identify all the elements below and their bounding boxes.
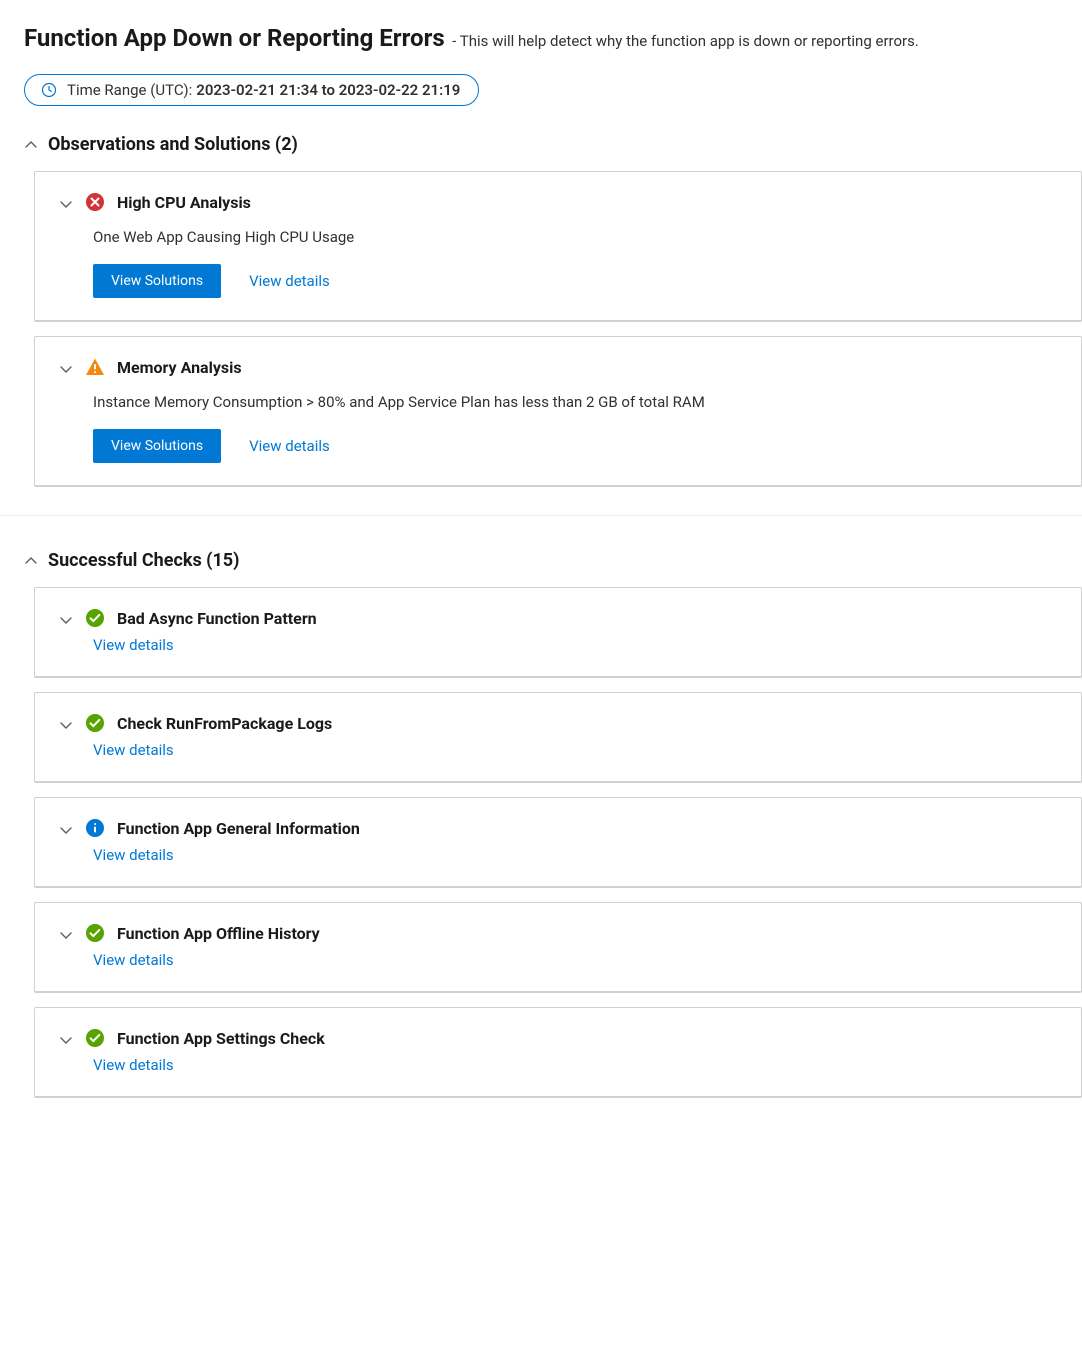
view-details-link[interactable]: View details xyxy=(249,437,330,455)
page-header: Function App Down or Reporting Errors - … xyxy=(24,24,1082,52)
clock-icon xyxy=(41,82,57,98)
error-icon xyxy=(85,192,105,212)
observation-card-title: High CPU Analysis xyxy=(117,193,251,212)
view-details-link[interactable]: View details xyxy=(249,272,330,290)
info-icon xyxy=(85,818,105,838)
check-card-title: Function App General Information xyxy=(117,819,360,838)
view-details-link[interactable]: View details xyxy=(93,846,174,864)
chevron-up-icon xyxy=(24,554,38,568)
view-details-link[interactable]: View details xyxy=(93,636,174,654)
check-card-header[interactable]: Bad Async Function Pattern xyxy=(59,608,1057,628)
successful-checks-section: Successful Checks (15) Bad Async Functio… xyxy=(24,550,1082,1098)
successful-checks-section-title: Successful Checks (15) xyxy=(48,550,239,571)
observation-card-header[interactable]: Memory Analysis xyxy=(59,357,1057,377)
success-icon xyxy=(85,1028,105,1048)
check-card: Bad Async Function Pattern View details xyxy=(34,587,1082,678)
time-range-label: Time Range (UTC): xyxy=(67,81,192,99)
check-card: Function App Offline History View detail… xyxy=(34,902,1082,993)
view-details-link[interactable]: View details xyxy=(93,951,174,969)
observations-section-header[interactable]: Observations and Solutions (2) xyxy=(24,134,1082,155)
chevron-down-icon xyxy=(59,928,73,942)
observation-card-description: One Web App Causing High CPU Usage xyxy=(93,228,1057,246)
observation-card-header[interactable]: High CPU Analysis xyxy=(59,192,1057,212)
chevron-down-icon xyxy=(59,823,73,837)
view-details-link[interactable]: View details xyxy=(93,1056,174,1074)
observation-card-actions: View Solutions View details xyxy=(93,264,1057,298)
check-card-header[interactable]: Function App Offline History xyxy=(59,923,1057,943)
check-card-header[interactable]: Check RunFromPackage Logs xyxy=(59,713,1057,733)
check-card-header[interactable]: Function App General Information xyxy=(59,818,1057,838)
chevron-down-icon xyxy=(59,613,73,627)
check-card-header[interactable]: Function App Settings Check xyxy=(59,1028,1057,1048)
view-solutions-button[interactable]: View Solutions xyxy=(93,429,221,463)
warning-icon xyxy=(85,357,105,377)
observation-card: High CPU Analysis One Web App Causing Hi… xyxy=(34,171,1082,322)
chevron-down-icon xyxy=(59,362,73,376)
view-solutions-button[interactable]: View Solutions xyxy=(93,264,221,298)
check-card: Function App Settings Check View details xyxy=(34,1007,1082,1098)
page-title: Function App Down or Reporting Errors xyxy=(24,24,445,52)
time-range-value: 2023-02-21 21:34 to 2023-02-22 21:19 xyxy=(196,81,460,99)
check-card-title: Function App Settings Check xyxy=(117,1029,325,1048)
observations-section-title: Observations and Solutions (2) xyxy=(48,134,298,155)
observation-card-description: Instance Memory Consumption > 80% and Ap… xyxy=(93,393,1057,411)
check-card-title: Bad Async Function Pattern xyxy=(117,609,317,628)
check-card: Check RunFromPackage Logs View details xyxy=(34,692,1082,783)
check-card-title: Function App Offline History xyxy=(117,924,320,943)
observation-card-actions: View Solutions View details xyxy=(93,429,1057,463)
section-divider xyxy=(0,515,1082,516)
chevron-down-icon xyxy=(59,1033,73,1047)
successful-checks-section-header[interactable]: Successful Checks (15) xyxy=(24,550,1082,571)
check-card: Function App General Information View de… xyxy=(34,797,1082,888)
chevron-up-icon xyxy=(24,138,38,152)
observation-card-title: Memory Analysis xyxy=(117,358,242,377)
success-icon xyxy=(85,713,105,733)
success-icon xyxy=(85,608,105,628)
time-range-pill[interactable]: Time Range (UTC): 2023-02-21 21:34 to 20… xyxy=(24,74,479,106)
observations-section: Observations and Solutions (2) High CPU … xyxy=(24,134,1082,487)
chevron-down-icon xyxy=(59,197,73,211)
page-subtitle: - This will help detect why the function… xyxy=(452,32,919,50)
chevron-down-icon xyxy=(59,718,73,732)
check-card-title: Check RunFromPackage Logs xyxy=(117,714,332,733)
observation-card: Memory Analysis Instance Memory Consumpt… xyxy=(34,336,1082,487)
view-details-link[interactable]: View details xyxy=(93,741,174,759)
success-icon xyxy=(85,923,105,943)
